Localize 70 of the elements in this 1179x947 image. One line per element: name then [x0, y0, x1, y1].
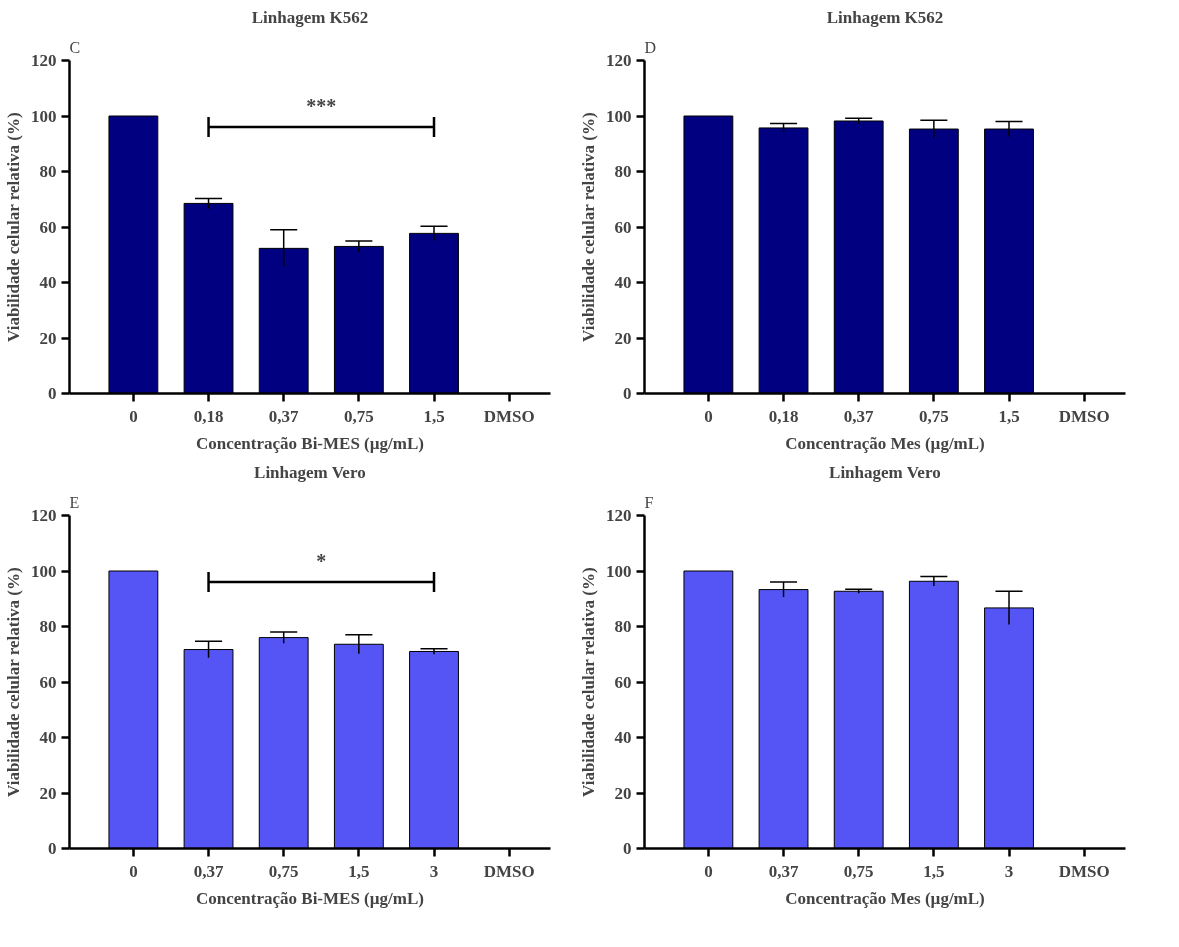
- x-tick-label: DMSO: [483, 861, 535, 881]
- x-tick-label: 1,5: [998, 406, 1020, 426]
- y-tick-label: 120: [31, 51, 57, 70]
- text: D: [644, 38, 657, 56]
- y-tick-label: 100: [31, 106, 57, 126]
- y-tick-label: 80: [614, 162, 632, 181]
- y-axis-title: Viabilidade celular relativa (%): [4, 112, 23, 342]
- y-tick-label: 40: [39, 728, 57, 747]
- x-tick-label: 0,37: [843, 406, 875, 426]
- x-tick-label: 1,5: [348, 861, 370, 881]
- y-tick-label: 0: [623, 384, 632, 403]
- chart-title: Linhagem Vero: [254, 462, 366, 482]
- y-tick-label: 100: [606, 106, 632, 126]
- x-tick-label: 0,75: [918, 406, 949, 426]
- y-tick-label: 40: [614, 273, 632, 292]
- x-tick-label: 1,5: [923, 861, 945, 881]
- y-tick-label: 120: [31, 506, 57, 525]
- text: E: [69, 493, 80, 511]
- x-tick-label: 1,5: [423, 406, 445, 426]
- x-tick-label: DMSO: [1058, 861, 1110, 881]
- x-axis-title: Concentração Bi-MES (µg/mL): [196, 888, 424, 908]
- x-tick-label: 0,37: [193, 861, 224, 881]
- x-tick-label: 0,37: [268, 406, 300, 426]
- y-tick-label: 100: [31, 561, 57, 581]
- x-axis-title: Concentração Bi-MES (µg/mL): [196, 433, 424, 453]
- x-tick-label: 0,18: [768, 406, 799, 426]
- y-tick-label: 0: [48, 384, 57, 403]
- y-axis-title: Viabilidade celular relativa (%): [4, 567, 23, 797]
- y-tick-label: 0: [623, 839, 632, 858]
- x-tick-label: 0,75: [268, 861, 299, 881]
- x-tick-label: 0: [129, 406, 138, 426]
- y-tick-label: 100: [606, 561, 632, 581]
- y-tick-label: 80: [614, 617, 632, 636]
- annotation: *: [316, 550, 327, 573]
- x-tick-label: 0,75: [343, 406, 374, 426]
- x-tick-label: 0,37: [768, 861, 799, 881]
- y-tick-label: 0: [48, 839, 57, 858]
- x-axis-title: Concentração Mes (µg/mL): [785, 433, 985, 453]
- annotation: ***: [306, 95, 337, 118]
- y-tick-label: 60: [614, 217, 632, 237]
- y-axis-title: Viabilidade celular relativa (%): [579, 567, 598, 797]
- y-tick-label: 20: [39, 783, 57, 803]
- y-tick-label: 80: [39, 162, 57, 181]
- text: F: [644, 493, 654, 511]
- x-tick-label: 0,18: [193, 406, 224, 426]
- x-tick-label: 0: [704, 861, 713, 881]
- x-tick-label: 0: [129, 861, 138, 881]
- y-tick-label: 40: [614, 728, 632, 747]
- y-tick-label: 60: [39, 672, 57, 692]
- y-tick-label: 20: [39, 328, 57, 348]
- y-tick-label: 120: [606, 51, 632, 70]
- y-tick-label: 60: [614, 672, 632, 692]
- x-tick-label: 3: [1004, 861, 1014, 881]
- y-tick-label: 20: [614, 783, 632, 803]
- x-axis-title: Concentração Mes (µg/mL): [785, 888, 985, 908]
- x-tick-label: 3: [429, 861, 439, 881]
- x-tick-label: 0,75: [843, 861, 874, 881]
- y-tick-label: 120: [606, 506, 632, 525]
- y-axis-title: Viabilidade celular relativa (%): [579, 112, 598, 342]
- y-tick-label: 80: [39, 617, 57, 636]
- text: C: [69, 38, 81, 56]
- y-tick-label: 40: [39, 273, 57, 292]
- y-tick-label: 60: [39, 217, 57, 237]
- y-tick-label: 20: [614, 328, 632, 348]
- chart-title: Linhagem K562: [251, 7, 369, 27]
- x-tick-label: DMSO: [1058, 406, 1110, 426]
- x-tick-label: 0: [704, 406, 713, 426]
- chart-title: Linhagem Vero: [829, 462, 941, 482]
- chart-title: Linhagem K562: [826, 7, 944, 27]
- x-tick-label: DMSO: [483, 406, 535, 426]
